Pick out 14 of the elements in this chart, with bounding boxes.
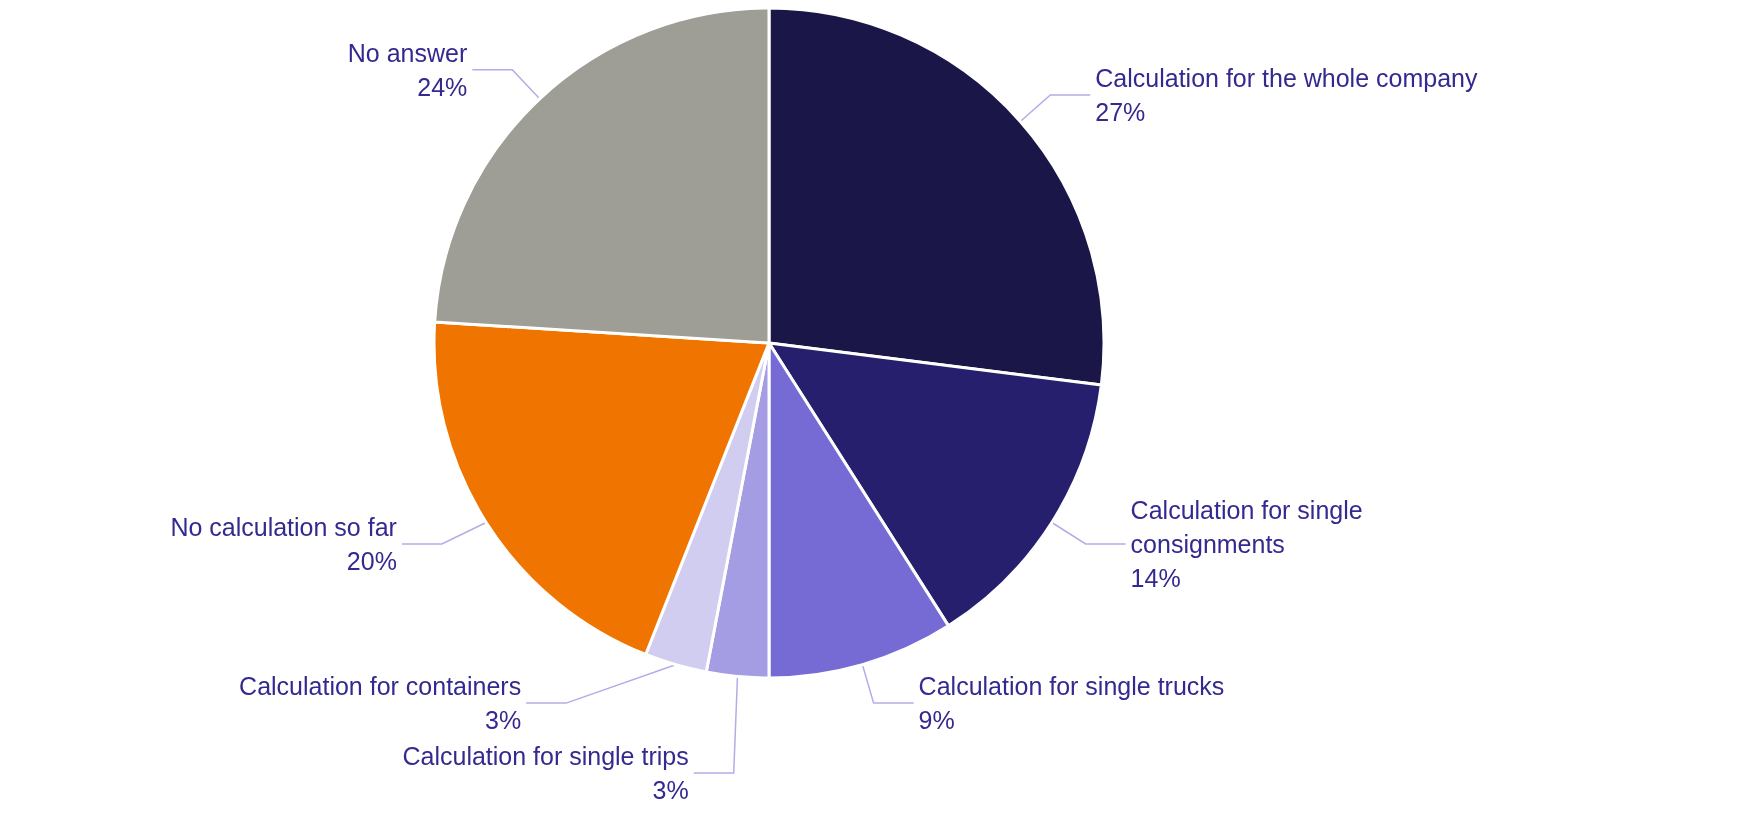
slice-label: Calculation for containers bbox=[239, 672, 522, 701]
slice-label: Calculation for single trips bbox=[402, 742, 689, 771]
slice-label: Calculation for single trucks bbox=[918, 672, 1225, 701]
data-label: 9% bbox=[918, 706, 955, 735]
data-label: 27% bbox=[1095, 98, 1146, 127]
data-label: 24% bbox=[417, 72, 468, 101]
data-label: 3% bbox=[652, 776, 689, 805]
slice-label: No answer bbox=[347, 38, 468, 67]
slice-label: Calculation for the whole company bbox=[1095, 64, 1478, 93]
data-label: 14% bbox=[1130, 563, 1181, 592]
data-label: 20% bbox=[346, 546, 397, 575]
slice-label: Calculation for single consignments bbox=[1130, 495, 1370, 558]
data-label: 3% bbox=[485, 706, 522, 735]
slice-label: No calculation so far bbox=[170, 512, 397, 541]
